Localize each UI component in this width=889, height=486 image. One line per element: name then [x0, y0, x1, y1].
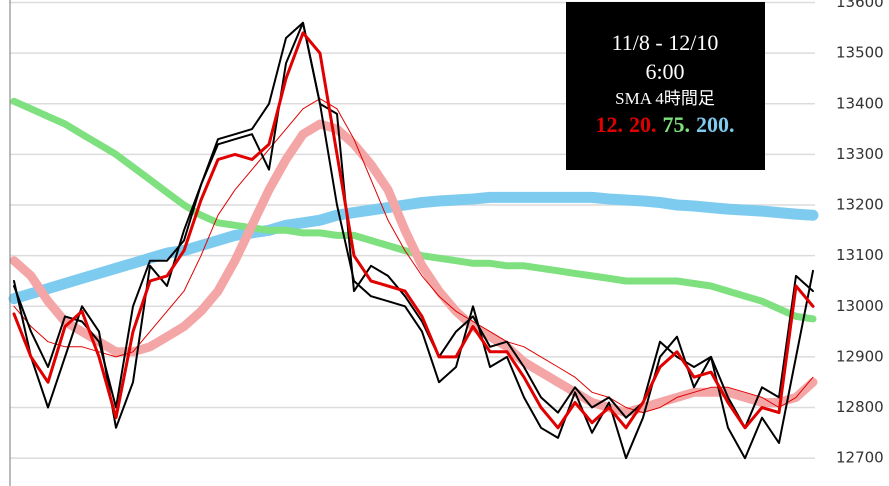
legend-box [566, 2, 765, 170]
legend-title: SMA 4時間足 [615, 89, 715, 108]
series-line [8, 191, 819, 305]
legend-entry: 20. [629, 112, 657, 137]
y-tick-label: 13300 [836, 145, 884, 163]
legend: 12. 20. 75. 200. [596, 112, 735, 137]
plot [8, 21, 819, 460]
series-line [13, 98, 814, 414]
y-tick-label: 13400 [836, 94, 884, 112]
legend-time: 6:00 [645, 59, 684, 84]
y-tick-label: 12800 [836, 398, 884, 416]
legend-entry: 200. [696, 112, 735, 137]
legend-date: 11/8 - 12/10 [612, 30, 719, 55]
y-tick-label: 13600 [836, 0, 884, 11]
y-tick-label: 13000 [836, 297, 884, 315]
y-tick-label: 13100 [836, 246, 884, 264]
y-tick-label: 13200 [836, 196, 884, 214]
series-line [12, 31, 815, 430]
y-tick-label: 12900 [836, 347, 884, 365]
legend-entry: 12. [596, 112, 624, 137]
y-tick-label: 12700 [836, 449, 884, 467]
y-tick-label: 13500 [836, 44, 884, 62]
legend-entry: 75. [663, 112, 691, 137]
